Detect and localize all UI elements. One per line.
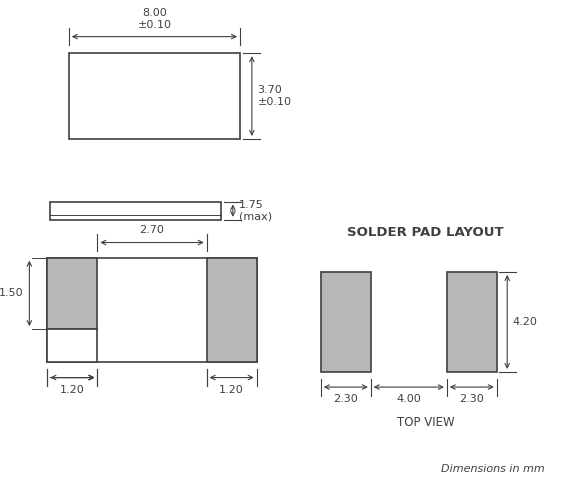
Bar: [48, 258, 256, 363]
Text: 4.00: 4.00: [397, 394, 421, 404]
Bar: [48, 258, 98, 329]
Text: 8.00
±0.10: 8.00 ±0.10: [137, 8, 172, 30]
Bar: [69, 53, 240, 139]
Bar: [206, 258, 256, 363]
Text: SOLDER PAD LAYOUT: SOLDER PAD LAYOUT: [347, 226, 504, 239]
Text: 1.75
(max): 1.75 (max): [238, 200, 272, 222]
Text: 2.30: 2.30: [333, 394, 358, 404]
Bar: [48, 329, 98, 363]
Text: 3.70
±0.10: 3.70 ±0.10: [257, 85, 292, 107]
Bar: [321, 272, 371, 372]
Text: TOP VIEW: TOP VIEW: [397, 416, 454, 429]
Bar: [447, 272, 496, 372]
Text: 4.20: 4.20: [513, 317, 538, 327]
Text: 1.20: 1.20: [219, 385, 244, 394]
Text: 2.70: 2.70: [140, 226, 164, 235]
Text: 1.20: 1.20: [60, 385, 85, 394]
Text: Dimensions in mm: Dimensions in mm: [440, 464, 544, 474]
Text: 2.30: 2.30: [459, 394, 484, 404]
Bar: [50, 202, 221, 220]
Text: 1.50: 1.50: [0, 288, 24, 299]
